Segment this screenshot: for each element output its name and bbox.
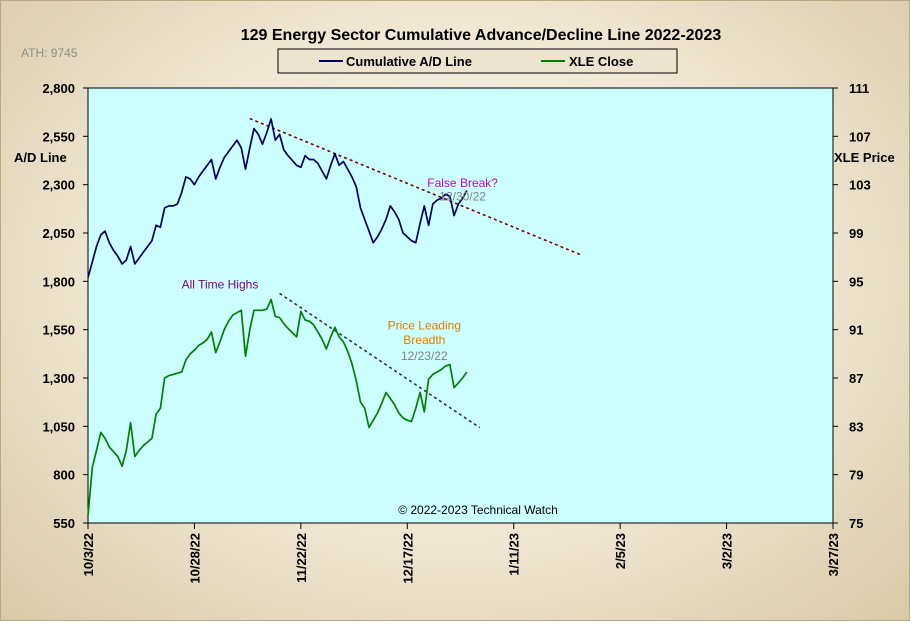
y-right-tick-label: 107	[849, 129, 871, 144]
series-lines	[87, 118, 468, 516]
x-tick-label: 12/17/22	[400, 533, 415, 584]
y-left-tick-label: 1,050	[42, 419, 75, 434]
x-tick-label: 3/27/23	[826, 533, 841, 576]
x-tick-label: 10/28/22	[187, 533, 202, 584]
y-right-tick-label: 111	[849, 81, 869, 96]
y-left-tick-label: 2,800	[42, 81, 75, 96]
x-axis: 10/3/22 10/28/22 11/22/22 12/17/22 1/11/23 2/…	[81, 523, 841, 584]
y-right-tick-label: 103	[849, 178, 871, 193]
annotation-label: 12/30/22	[439, 189, 486, 203]
y-left-tick-label: 1,300	[42, 371, 75, 386]
y-left-tick-label: 800	[53, 468, 75, 483]
y-left-tick-label: 2,050	[42, 226, 75, 241]
x-tick-label: 1/11/23	[507, 533, 522, 576]
ad-line-series	[87, 118, 468, 278]
y-right-tick-label: 79	[849, 468, 863, 483]
y-right-tick-label: 99	[849, 226, 863, 241]
y-left-tick-label: 2,550	[42, 129, 75, 144]
ath-note: ATH: 9745	[21, 46, 78, 60]
y-left-axis: 550 800 1,050 1,300 1,550 1,800 2,050 2,300 2,55…	[42, 81, 88, 531]
y-right-tick-label: 87	[849, 371, 863, 386]
y-left-label: A/D Line	[14, 150, 67, 165]
y-left-tick-label: 550	[53, 516, 75, 531]
trendline	[279, 292, 481, 429]
y-right-tick-label: 91	[849, 323, 863, 338]
annotation-label: False Break?	[427, 176, 498, 190]
legend-xle-label: XLE Close	[569, 54, 633, 69]
y-right-tick-label: 95	[849, 274, 863, 289]
plot-area	[87, 87, 834, 524]
x-tick-label: 10/3/22	[81, 533, 96, 576]
y-right-axis: 75 79 83 87 91 95 99 103 107 111	[833, 81, 871, 531]
annotation-label: All Time Highs	[182, 278, 259, 292]
y-left-tick-label: 2,300	[42, 178, 75, 193]
annotation-label: Breadth	[403, 333, 445, 347]
chart-title: 129 Energy Sector Cumulative Advance/Dec…	[241, 27, 722, 44]
y-left-tick-label: 1,800	[42, 274, 75, 289]
y-left-tick-label: 1,550	[42, 323, 75, 338]
x-tick-label: 11/22/22	[294, 533, 309, 583]
copyright-note: © 2022-2023 Technical Watch	[398, 503, 558, 517]
y-right-label: XLE Price	[834, 150, 895, 165]
x-tick-label: 2/5/23	[613, 533, 628, 569]
legend: Cumulative A/D Line XLE Close	[277, 48, 678, 74]
annotation-label: 12/23/22	[401, 349, 448, 363]
x-tick-label: 3/2/23	[720, 533, 735, 569]
annotations: False Break?12/30/22 All Time Highs Price …	[182, 176, 499, 363]
legend-ad-label: Cumulative A/D Line	[346, 54, 472, 69]
y-right-tick-label: 75	[849, 516, 863, 531]
annotation-label: Price Leading	[388, 319, 461, 333]
y-right-tick-label: 83	[849, 419, 863, 434]
xle-close-series	[87, 298, 468, 516]
trendlines	[249, 117, 583, 429]
